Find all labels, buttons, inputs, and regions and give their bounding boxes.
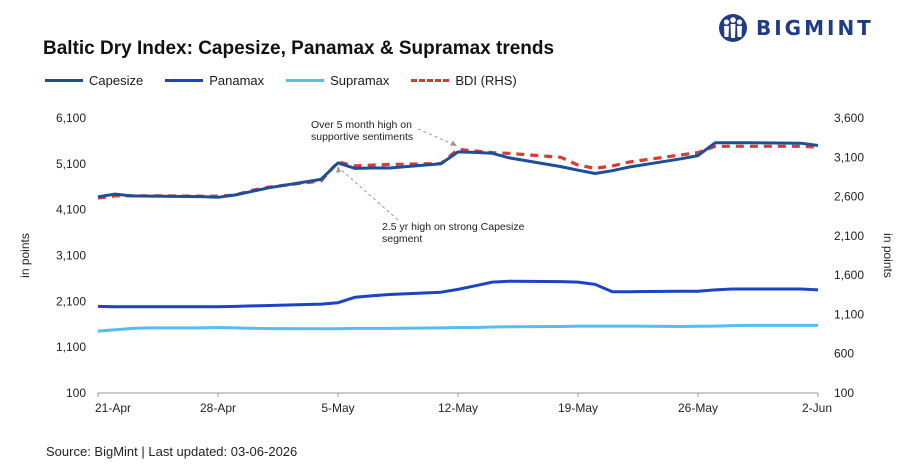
people-group-icon (719, 14, 747, 42)
y-tick-label: 4,100 (56, 203, 86, 217)
y2-axis-title: in points (881, 233, 895, 278)
series-line-panamax (97, 279, 819, 309)
annotation-text: supportive sentiments (311, 131, 413, 143)
y-axis-title: in points (18, 233, 32, 278)
x-tick-label: 28-Apr (200, 401, 236, 415)
annotation-text: segment (382, 233, 422, 245)
x-tick-label: 5-May (321, 401, 354, 415)
y-tick-label: 3,100 (56, 249, 86, 263)
source-note: Source: BigMint | Last updated: 03-06-20… (46, 444, 298, 459)
x-tick-label: 19-May (558, 401, 598, 415)
x-tick-label: 2-Jun (802, 401, 832, 415)
legend-swatch (165, 79, 204, 82)
chart-legend: Capesize Panamax Supramax BDI (RHS) (45, 73, 539, 88)
y2-tick-label: 100 (834, 386, 854, 400)
legend-item: Capesize (45, 73, 143, 88)
axes-layer: 100 1,100 2,100 3,100 4,100 5,100 6,100 100 600 1… (18, 111, 895, 415)
series-line-capesize (97, 141, 819, 199)
x-tick-label: 12-May (438, 401, 478, 415)
y2-tick-label: 600 (834, 347, 854, 361)
annotation-text: Over 5 month high on (311, 119, 412, 131)
annotation-leader (417, 128, 457, 146)
legend-item: Supramax (286, 73, 389, 88)
y-tick-label: 6,100 (56, 111, 86, 125)
brand-logo: BIGMINT (718, 13, 874, 43)
y2-tick-label: 1,100 (834, 307, 864, 321)
series-line-supramax (97, 323, 818, 333)
annotation-text: 2.5 yr high on strong Capesize (382, 221, 525, 233)
brand-name: BIGMINT (756, 16, 874, 40)
x-tick-label: 21-Apr (95, 401, 131, 415)
y2-tick-label: 3,100 (834, 150, 864, 164)
annotation-leader (338, 167, 399, 221)
chart-title: Baltic Dry Index: Capesize, Panamax & Su… (43, 38, 555, 59)
legend-label: BDI (RHS) (455, 73, 517, 88)
y-tick-label: 1,100 (56, 340, 86, 354)
y2-tick-label: 1,600 (834, 268, 864, 282)
legend-swatch (411, 79, 450, 82)
legend-swatch (286, 79, 325, 82)
legend-label: Capesize (89, 73, 144, 88)
y2-tick-label: 3,600 (834, 111, 864, 125)
series-layer (97, 141, 819, 333)
series-line-bdi-rhs (97, 144, 819, 200)
legend-item: BDI (RHS) (411, 73, 517, 88)
y-tick-label: 5,100 (56, 157, 86, 171)
legend-label: Panamax (209, 73, 265, 88)
y2-tick-label: 2,600 (834, 190, 864, 204)
y2-tick-label: 2,100 (834, 229, 864, 243)
legend-label: Supramax (330, 73, 390, 88)
y-tick-label: 100 (66, 386, 86, 400)
annotation-arrowhead (336, 165, 341, 173)
legend-swatch (45, 79, 83, 82)
x-tick-label: 26-May (678, 401, 718, 415)
y-tick-label: 2,100 (56, 294, 86, 308)
annotation-arrowhead (450, 140, 457, 147)
legend-item: Panamax (165, 73, 264, 88)
